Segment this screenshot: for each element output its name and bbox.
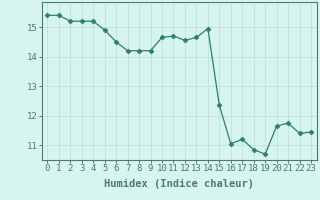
X-axis label: Humidex (Indice chaleur): Humidex (Indice chaleur): [104, 179, 254, 189]
